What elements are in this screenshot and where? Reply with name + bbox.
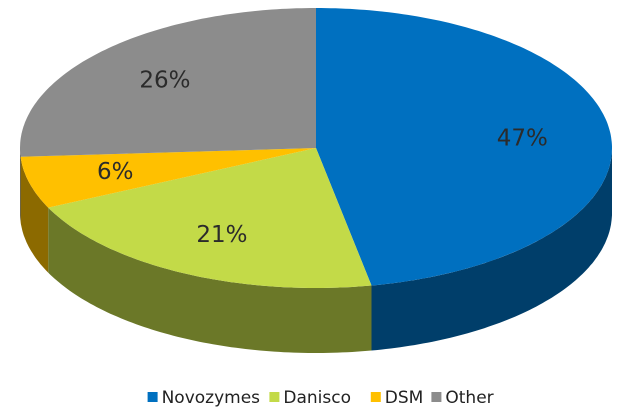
pie-side bbox=[48, 207, 372, 353]
pie-slice bbox=[20, 148, 316, 208]
value-label: 21% bbox=[196, 222, 247, 248]
pie-side bbox=[371, 148, 612, 351]
legend-label: Novozymes bbox=[162, 388, 261, 408]
legend-swatch bbox=[269, 392, 280, 402]
pie-slice bbox=[20, 8, 316, 157]
pie-slice bbox=[316, 8, 612, 286]
pie-side bbox=[20, 156, 49, 273]
legend-swatch bbox=[147, 392, 158, 402]
legend-label: Danisco bbox=[283, 388, 351, 408]
pie-side bbox=[20, 148, 21, 222]
value-label: 26% bbox=[139, 67, 190, 93]
legend-swatch bbox=[431, 392, 442, 402]
legend-label: DSM bbox=[385, 388, 424, 408]
legend-swatch bbox=[370, 392, 381, 402]
value-label: 47% bbox=[497, 125, 548, 151]
pie-slice bbox=[48, 148, 372, 288]
value-label: 6% bbox=[97, 159, 134, 185]
legend-label: Other bbox=[445, 388, 493, 408]
